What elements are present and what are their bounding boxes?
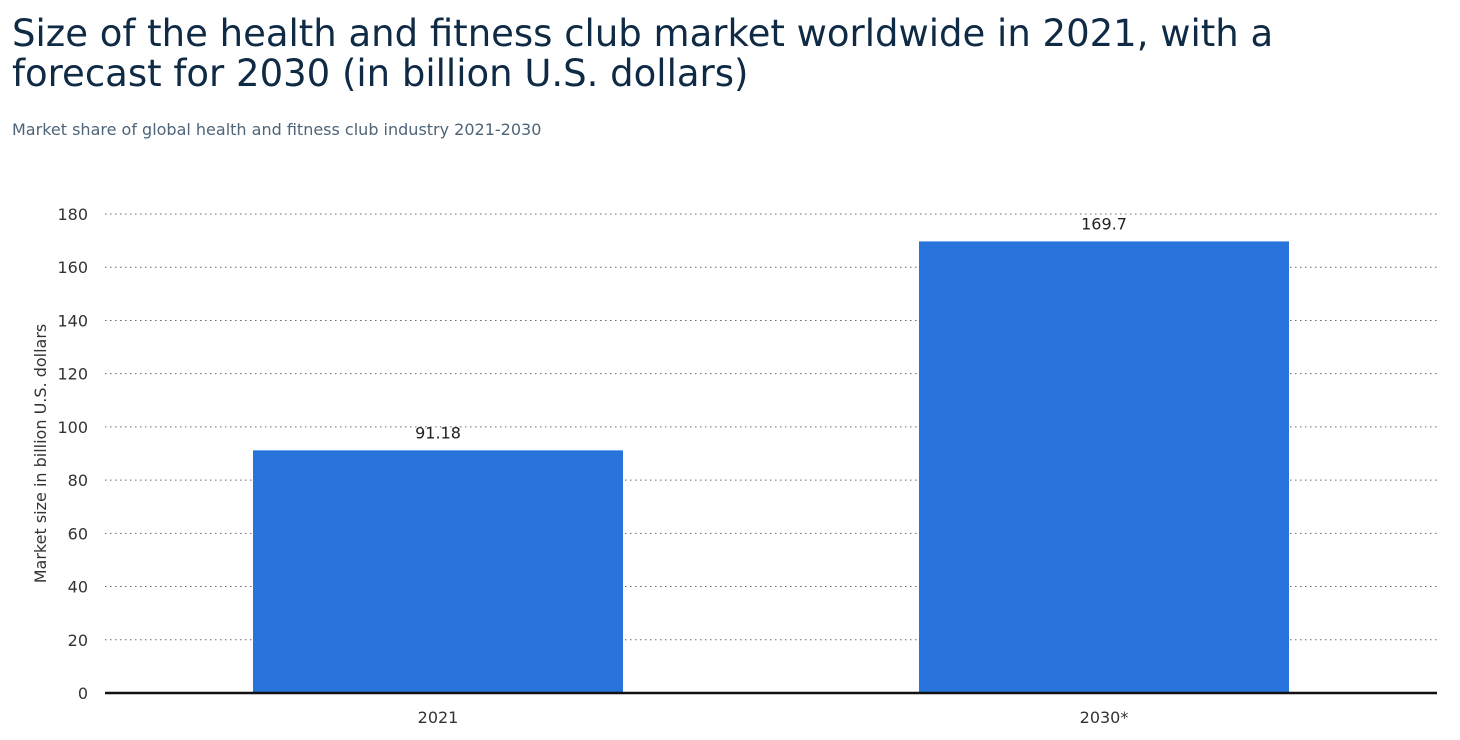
x-tick-label: 2021 (418, 708, 459, 727)
chart-subtitle: Market share of global health and fitnes… (12, 120, 542, 139)
data-labels: 91.18 169.7 (415, 214, 1127, 442)
bar (253, 450, 623, 693)
data-label: 169.7 (1081, 214, 1127, 233)
bars (253, 241, 1289, 694)
y-tick-label: 180 (57, 205, 88, 224)
data-label: 91.18 (415, 423, 461, 442)
y-tick-label: 160 (57, 258, 88, 277)
y-tick-label: 140 (57, 311, 88, 330)
y-tick-label: 80 (68, 471, 88, 490)
y-tick-label: 0 (78, 684, 88, 703)
bar (919, 241, 1289, 694)
chart-title: Size of the health and fitness club mark… (12, 12, 1274, 95)
y-tick-label: 20 (68, 631, 88, 650)
y-tick-label: 100 (57, 418, 88, 437)
y-tick-label: 60 (68, 524, 88, 543)
y-tick-label: 120 (57, 365, 88, 384)
x-tick-label: 2030* (1080, 708, 1129, 727)
y-axis-ticks: 0 20 40 60 80 100 120 140 160 180 (57, 205, 88, 703)
y-axis-label: Market size in billion U.S. dollars (31, 324, 50, 584)
y-tick-label: 40 (68, 578, 88, 597)
x-axis-ticks: 2021 2030* (418, 708, 1129, 727)
